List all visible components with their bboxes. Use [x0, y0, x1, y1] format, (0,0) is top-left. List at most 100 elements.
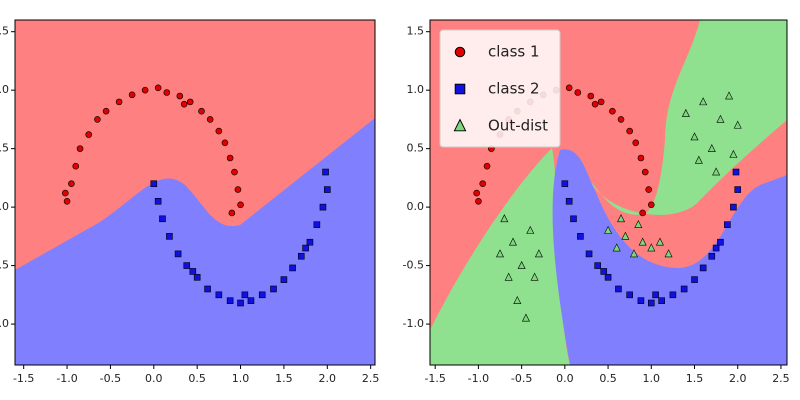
point — [241, 291, 249, 299]
y-tick-label: 1.0 — [407, 83, 425, 96]
point — [609, 107, 616, 115]
point — [647, 243, 656, 252]
point — [664, 249, 673, 258]
axes-frame — [14, 19, 376, 366]
point — [141, 86, 149, 94]
point — [228, 209, 236, 217]
point — [234, 186, 242, 193]
point — [517, 260, 526, 269]
point — [712, 167, 721, 176]
point — [159, 215, 166, 223]
legend: class 1 class 2 Out-dist — [439, 29, 561, 148]
point — [176, 92, 184, 100]
point — [717, 238, 724, 246]
point — [247, 297, 255, 304]
point — [76, 145, 84, 152]
point — [699, 264, 707, 272]
point — [128, 91, 136, 99]
point — [313, 221, 321, 228]
point — [724, 221, 731, 228]
point — [526, 225, 535, 234]
region-class-2 — [15, 118, 375, 365]
x-tick-label: 0.0 — [145, 372, 163, 385]
point — [280, 276, 288, 283]
point — [680, 285, 688, 293]
decision-regions-left — [15, 20, 375, 365]
point — [585, 250, 593, 258]
y-tick-label: 0.0 — [407, 200, 425, 213]
point — [237, 201, 244, 209]
point — [306, 238, 314, 246]
legend-box — [439, 29, 561, 148]
point — [62, 189, 69, 197]
point — [626, 127, 633, 135]
point — [534, 249, 543, 258]
x-tick-label: -1.5 — [13, 372, 34, 385]
x-tick-label: 1.0 — [643, 372, 661, 385]
point — [473, 189, 480, 197]
point — [600, 268, 608, 275]
point — [621, 231, 630, 240]
point — [483, 162, 491, 170]
y-tick-label: -1.0 — [0, 317, 9, 330]
plot — [473, 84, 742, 322]
x-tick-label: 1.5 — [686, 372, 704, 385]
x-tick-label: -1.5 — [424, 372, 445, 385]
point — [189, 268, 197, 275]
point — [634, 219, 643, 228]
region-out-dist — [585, 20, 787, 215]
point — [206, 116, 214, 123]
point — [612, 243, 621, 252]
point — [637, 154, 645, 162]
x-tick-label: 2.0 — [729, 372, 747, 385]
point — [729, 149, 738, 158]
point — [479, 180, 487, 188]
point — [694, 155, 703, 164]
point — [652, 291, 659, 299]
legend-marker — [454, 46, 466, 58]
point — [632, 139, 640, 147]
x-tick-label: 1.0 — [232, 372, 250, 385]
point — [712, 244, 720, 252]
point — [574, 89, 582, 96]
point — [221, 139, 229, 147]
point — [658, 297, 665, 304]
point — [500, 214, 509, 223]
point — [85, 131, 93, 138]
y-tick-label: -0.5 — [0, 259, 9, 272]
point — [587, 92, 595, 100]
point — [725, 91, 734, 100]
x-tick-label: 0.5 — [188, 372, 206, 385]
point — [231, 168, 238, 176]
point — [297, 252, 305, 260]
point — [215, 127, 223, 135]
x-tick-label: 0.0 — [556, 372, 574, 385]
point — [647, 201, 655, 209]
point — [289, 264, 296, 272]
x-tick-label: 1.5 — [275, 372, 293, 385]
point — [94, 116, 101, 123]
point — [521, 313, 530, 322]
point — [183, 262, 191, 269]
point — [708, 252, 716, 260]
point — [570, 215, 577, 223]
y-tick-label: 0.5 — [407, 142, 425, 155]
point — [734, 186, 742, 193]
point — [638, 237, 647, 246]
point — [508, 237, 517, 246]
point — [565, 197, 573, 205]
point — [637, 297, 645, 304]
point — [617, 214, 626, 223]
point — [617, 116, 625, 123]
x-tick-label: -0.5 — [511, 372, 532, 385]
point — [504, 272, 513, 281]
point — [180, 100, 188, 108]
y-tick-label: 0.5 — [0, 142, 9, 155]
point — [102, 107, 110, 115]
point — [154, 84, 162, 92]
x-tick-label: 2.5 — [362, 372, 380, 385]
point — [641, 168, 649, 176]
point — [302, 244, 309, 252]
legend-marker — [454, 83, 466, 95]
